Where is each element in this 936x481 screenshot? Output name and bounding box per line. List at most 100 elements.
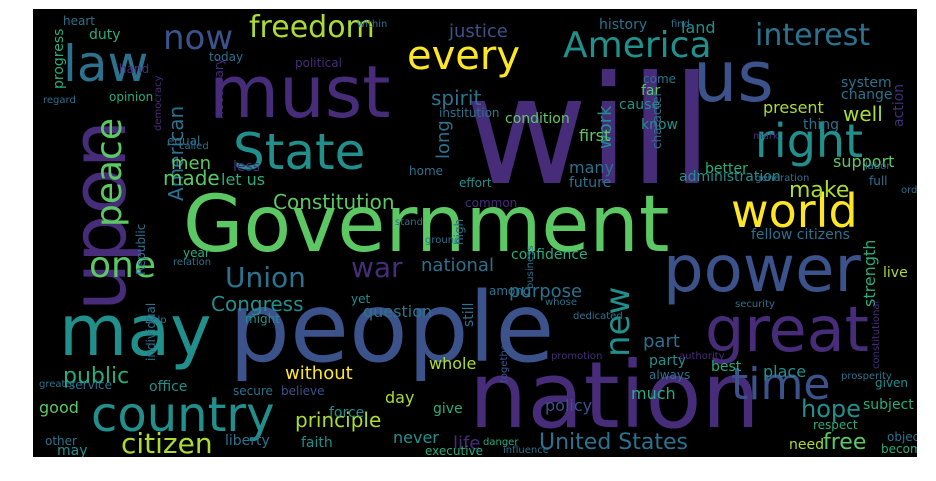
cloud-word: great: [705, 293, 869, 366]
cloud-word: work: [595, 105, 616, 149]
cloud-word: law: [63, 35, 148, 93]
cloud-word: peace: [89, 118, 130, 227]
cloud-word: American: [164, 106, 188, 201]
cloud-word: condition: [505, 111, 570, 127]
cloud-word: common: [465, 196, 517, 210]
cloud-word: other: [45, 434, 77, 448]
cloud-word: Government: [183, 180, 669, 270]
cloud-word: duty: [89, 27, 121, 43]
cloud-word: strength: [860, 240, 879, 307]
cloud-word: executive: [425, 444, 483, 457]
cloud-word: object: [887, 430, 917, 444]
cloud-word: stand: [395, 217, 423, 228]
cloud-word: constitutional: [871, 301, 882, 369]
cloud-word: force: [329, 405, 364, 421]
cloud-word: present: [763, 98, 824, 117]
cloud-word: mark: [753, 131, 779, 142]
cloud-word: life: [453, 433, 480, 454]
cloud-word: might: [245, 312, 280, 326]
cloud-word: home: [409, 164, 443, 178]
cloud-word: party: [649, 353, 686, 369]
cloud-word: individual: [144, 303, 158, 361]
cloud-word: every: [407, 33, 520, 79]
cloud-background: [33, 9, 917, 457]
cloud-word: labor: [865, 161, 891, 172]
cloud-word: upon: [54, 120, 143, 311]
cloud-word: place: [763, 362, 806, 381]
cloud-word: relation: [173, 257, 211, 268]
cloud-word: policy: [545, 396, 592, 415]
cloud-word: principle: [295, 408, 381, 432]
cloud-word: made: [163, 166, 220, 190]
cloud-word: equal: [167, 134, 200, 148]
cloud-word: year: [183, 246, 210, 260]
cloud-word: progress: [51, 29, 67, 89]
cloud-word: one: [89, 245, 156, 286]
cloud-word: whole: [429, 354, 476, 373]
cloud-word: nation: [469, 342, 760, 449]
cloud-word: change: [841, 87, 893, 103]
cloud-word: free: [823, 430, 866, 455]
cloud-word: need: [789, 437, 824, 453]
cloud-word: day: [385, 388, 414, 407]
cloud-word: will: [465, 45, 713, 219]
cloud-word: support: [833, 152, 894, 171]
cloud-word: respect: [813, 418, 858, 432]
cloud-word: know: [641, 117, 678, 133]
cloud-word: opinion: [109, 90, 153, 104]
cloud-word: must: [209, 50, 391, 134]
cloud-word: first: [579, 126, 610, 145]
cloud-word: public: [63, 364, 129, 389]
cloud-word: better: [705, 161, 748, 177]
cloud-word: State: [233, 123, 365, 181]
cloud-word: effort: [459, 176, 492, 190]
cloud-word: within: [357, 19, 387, 30]
cloud-word: still: [461, 303, 477, 327]
cloud-word: whose: [545, 297, 577, 308]
cloud-word: make: [789, 178, 849, 203]
cloud-word: full: [869, 174, 888, 188]
cloud-word: order: [901, 185, 917, 196]
cloud-word: less: [233, 159, 260, 175]
cloud-word: administration: [679, 169, 781, 185]
cloud-word: give: [433, 401, 463, 417]
cloud-word: security: [735, 299, 775, 310]
cloud-word: Union: [225, 261, 306, 294]
cloud-word: war: [351, 251, 403, 284]
cloud-word: well: [843, 102, 883, 126]
cloud-word: country: [91, 387, 275, 443]
cloud-word: come: [643, 72, 676, 86]
cloud-word: system: [841, 75, 892, 91]
cloud-word: question: [363, 302, 432, 321]
cloud-word: national: [421, 255, 494, 276]
cloud-word: many: [569, 158, 614, 177]
cloud-word: hand: [119, 62, 149, 76]
cloud-word: future: [569, 175, 611, 191]
cloud-word: service: [69, 378, 112, 392]
cloud-word: action: [891, 84, 907, 127]
cloud-word: justice: [448, 21, 508, 42]
cloud-word: best: [711, 359, 742, 375]
cloud-word: Constitution: [273, 190, 395, 214]
cloud-word: dedicated: [573, 311, 623, 322]
cloud-word: always: [649, 368, 690, 382]
cloud-word: high: [452, 219, 466, 245]
cloud-word: interest: [755, 18, 870, 53]
cloud-word: promotion: [551, 351, 602, 362]
cloud-word: influence: [503, 445, 549, 456]
cloud-word: right: [755, 114, 863, 168]
cloud-word: character: [650, 91, 664, 149]
cloud-word: never: [393, 428, 439, 447]
cloud-word: institution: [439, 106, 500, 120]
cloud-word: subject: [863, 397, 914, 413]
cloud-word: given: [875, 376, 908, 390]
cloud-word: necessary: [212, 58, 226, 119]
cloud-word: ground: [425, 235, 460, 246]
cloud-word: may: [57, 443, 88, 457]
cloud-word: land: [681, 18, 716, 37]
cloud-word: purpose: [509, 281, 582, 302]
cloud-word: business: [525, 245, 536, 289]
cloud-word: hope: [801, 395, 861, 423]
